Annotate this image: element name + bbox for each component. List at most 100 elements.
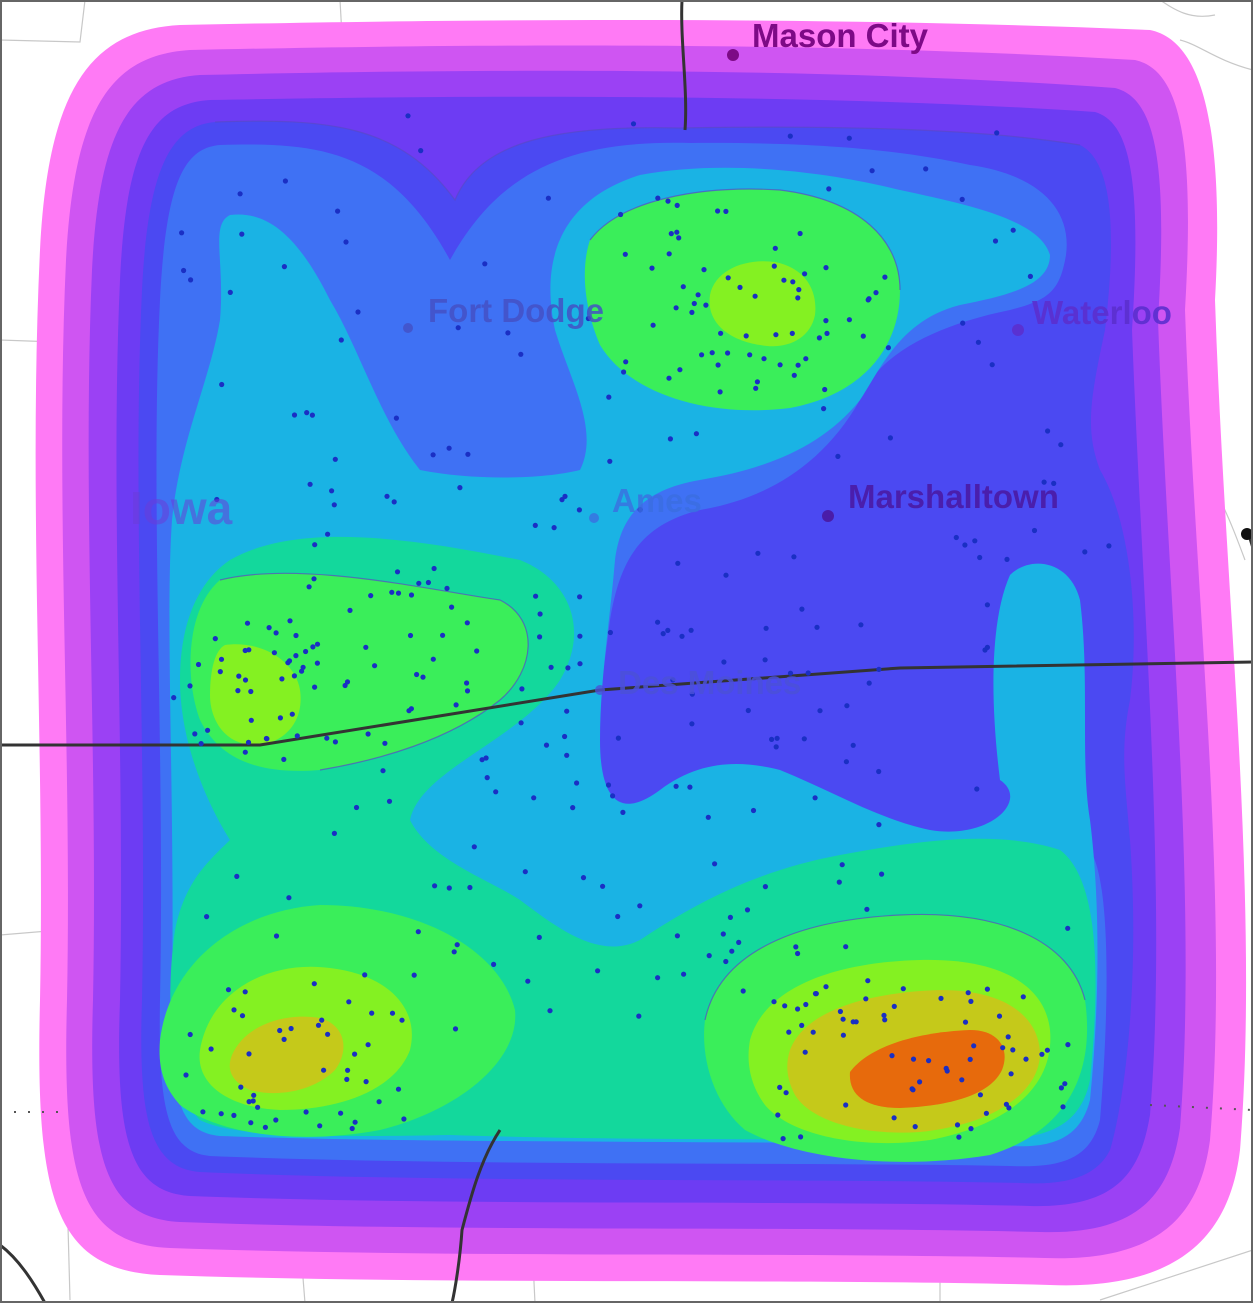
sample-point: [865, 297, 871, 303]
sample-point: [363, 644, 369, 650]
sample-point: [689, 721, 695, 727]
sample-point: [570, 805, 576, 811]
sample-point: [876, 822, 882, 828]
city-label-marshalltown: Marshalltown: [848, 478, 1059, 515]
sample-point: [281, 264, 287, 270]
sample-point: [474, 648, 480, 654]
sample-point: [343, 239, 349, 245]
sample-point: [689, 691, 695, 697]
sample-point: [994, 130, 1000, 136]
sample-point: [718, 330, 724, 336]
sample-point: [706, 953, 712, 959]
sample-point: [288, 1025, 294, 1032]
sample-point: [411, 972, 417, 978]
sample-point: [965, 990, 971, 996]
sample-point: [803, 356, 809, 362]
sample-point: [376, 1099, 382, 1105]
sample-point: [673, 305, 679, 311]
sample-point: [395, 590, 402, 596]
sample-point: [251, 1092, 257, 1098]
sample-point: [446, 885, 452, 891]
contour-band-level-10b: [709, 261, 816, 347]
sample-point: [303, 1109, 309, 1115]
sample-point: [1027, 273, 1033, 279]
sample-point: [577, 633, 583, 639]
sample-point: [214, 496, 220, 503]
sample-point: [823, 265, 829, 271]
sample-point: [338, 1110, 344, 1116]
sample-point: [703, 302, 709, 308]
sample-point: [605, 782, 612, 788]
sample-point: [368, 593, 374, 599]
sample-point: [869, 168, 875, 174]
sample-point: [287, 618, 293, 624]
sample-point: [547, 1008, 553, 1014]
contour-band-level-10a: [210, 644, 301, 745]
sample-point: [866, 680, 872, 686]
sample-point: [691, 300, 697, 307]
sample-point: [1062, 1081, 1068, 1087]
sample-point: [455, 325, 461, 331]
sample-point: [850, 1019, 856, 1025]
sample-point: [992, 238, 999, 244]
sample-point: [309, 412, 315, 418]
sample-point: [242, 677, 249, 683]
sample-point: [863, 996, 869, 1002]
sample-point: [407, 632, 414, 639]
sample-point: [618, 211, 624, 218]
sample-point: [236, 673, 242, 679]
sample-point: [208, 1046, 214, 1052]
sample-point: [291, 412, 298, 418]
sample-point: [679, 633, 685, 639]
sample-point: [1031, 527, 1038, 534]
sample-point: [1020, 994, 1026, 1000]
sample-point: [347, 607, 353, 614]
sample-point: [319, 1017, 325, 1023]
sample-point: [440, 632, 446, 638]
sample-point: [674, 229, 680, 235]
sample-point: [321, 1067, 327, 1073]
sample-point: [405, 113, 411, 119]
sample-point: [805, 670, 811, 676]
sample-point: [844, 703, 850, 709]
sample-point: [519, 686, 525, 692]
sample-point: [610, 793, 616, 799]
sample-point: [314, 660, 320, 666]
sample-point: [242, 749, 248, 755]
sample-point: [996, 1013, 1003, 1019]
sample-point: [464, 680, 470, 686]
sample-point: [959, 1077, 965, 1083]
sample-point: [187, 683, 193, 689]
sample-point: [715, 362, 721, 368]
map-labels: Iowa Mason City Fort Dodge Waterloo Ames…: [130, 17, 1172, 701]
contour-band-level-12: [849, 1030, 1005, 1108]
sample-point: [977, 1092, 984, 1098]
sample-point: [1058, 442, 1064, 448]
sample-point: [755, 550, 761, 556]
sample-point: [743, 333, 749, 339]
sample-point: [823, 318, 829, 324]
sample-point: [837, 1008, 844, 1015]
sample-point: [816, 335, 823, 341]
sample-point: [446, 445, 452, 451]
sample-point: [693, 431, 700, 437]
sample-point: [835, 453, 841, 459]
sample-point: [882, 1017, 888, 1023]
sample-point: [843, 1102, 849, 1108]
sample-point: [789, 330, 795, 336]
sample-point: [695, 292, 701, 298]
sample-point: [674, 202, 680, 208]
sample-point: [723, 208, 729, 214]
sample-point: [744, 907, 751, 913]
sample-point: [198, 741, 204, 747]
sample-point: [791, 554, 797, 560]
sample-point: [231, 1112, 237, 1118]
sample-point: [971, 1043, 977, 1049]
sample-point: [393, 415, 399, 421]
sample-point: [595, 968, 601, 974]
sample-point: [910, 1056, 917, 1062]
sample-point: [968, 998, 974, 1005]
sample-point: [860, 333, 866, 339]
sample-point: [781, 277, 787, 283]
